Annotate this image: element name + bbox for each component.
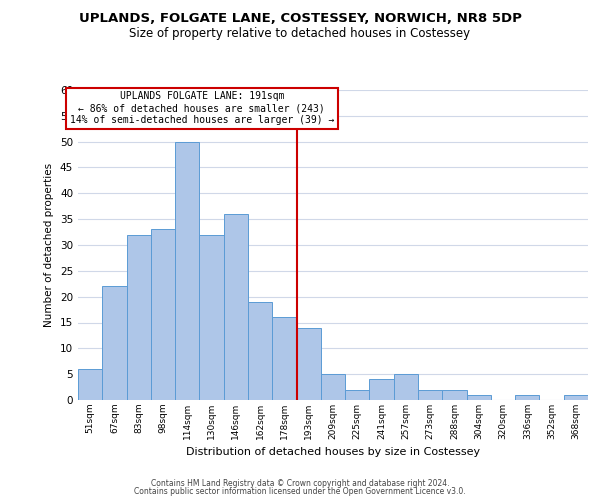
Bar: [515, 395, 539, 400]
Bar: [127, 234, 151, 400]
Text: Contains HM Land Registry data © Crown copyright and database right 2024.: Contains HM Land Registry data © Crown c…: [151, 478, 449, 488]
X-axis label: Distribution of detached houses by size in Costessey: Distribution of detached houses by size …: [186, 448, 480, 458]
Bar: [394, 374, 418, 400]
Bar: [345, 390, 370, 400]
Text: UPLANDS FOLGATE LANE: 191sqm
← 86% of detached houses are smaller (243)
14% of s: UPLANDS FOLGATE LANE: 191sqm ← 86% of de…: [70, 92, 334, 124]
Bar: [224, 214, 248, 400]
Bar: [151, 230, 175, 400]
Text: Size of property relative to detached houses in Costessey: Size of property relative to detached ho…: [130, 28, 470, 40]
Bar: [321, 374, 345, 400]
Bar: [418, 390, 442, 400]
Text: UPLANDS, FOLGATE LANE, COSTESSEY, NORWICH, NR8 5DP: UPLANDS, FOLGATE LANE, COSTESSEY, NORWIC…: [79, 12, 521, 26]
Y-axis label: Number of detached properties: Number of detached properties: [44, 163, 55, 327]
Bar: [199, 234, 224, 400]
Bar: [102, 286, 127, 400]
Bar: [370, 380, 394, 400]
Bar: [442, 390, 467, 400]
Text: Contains public sector information licensed under the Open Government Licence v3: Contains public sector information licen…: [134, 487, 466, 496]
Bar: [175, 142, 199, 400]
Bar: [78, 369, 102, 400]
Bar: [248, 302, 272, 400]
Bar: [467, 395, 491, 400]
Bar: [272, 318, 296, 400]
Bar: [296, 328, 321, 400]
Bar: [564, 395, 588, 400]
